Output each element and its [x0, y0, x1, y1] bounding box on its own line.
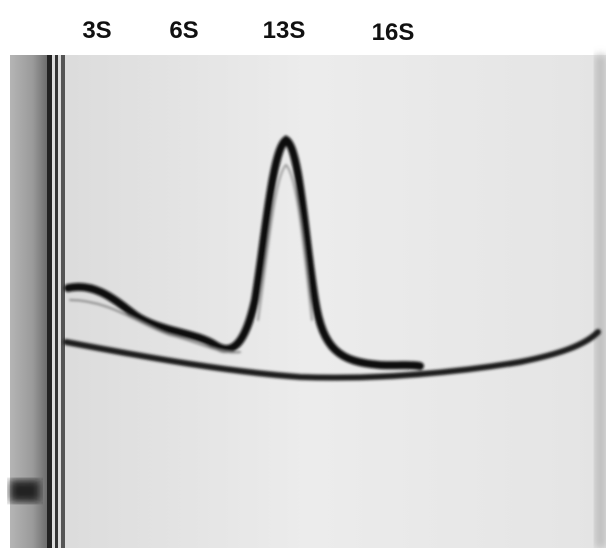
right-edge [595, 55, 606, 548]
label: 3S [82, 17, 111, 44]
sedimentation-labels: 3S 6S 13S 16S [82, 17, 414, 46]
cell-edge [47, 55, 52, 548]
label: 13S [263, 17, 306, 44]
cell-edge [61, 55, 65, 548]
schlieren-photo: 3S 6S 13S 16S [0, 0, 606, 548]
page: 3S 6S 13S 16S (() => { const data = JSON… [0, 0, 606, 548]
left-strip [10, 55, 48, 548]
photo-background [10, 55, 606, 548]
label: 16S [372, 19, 415, 46]
label: 6S [169, 17, 198, 44]
dark-spot [10, 480, 40, 502]
cell-edge [55, 55, 58, 548]
